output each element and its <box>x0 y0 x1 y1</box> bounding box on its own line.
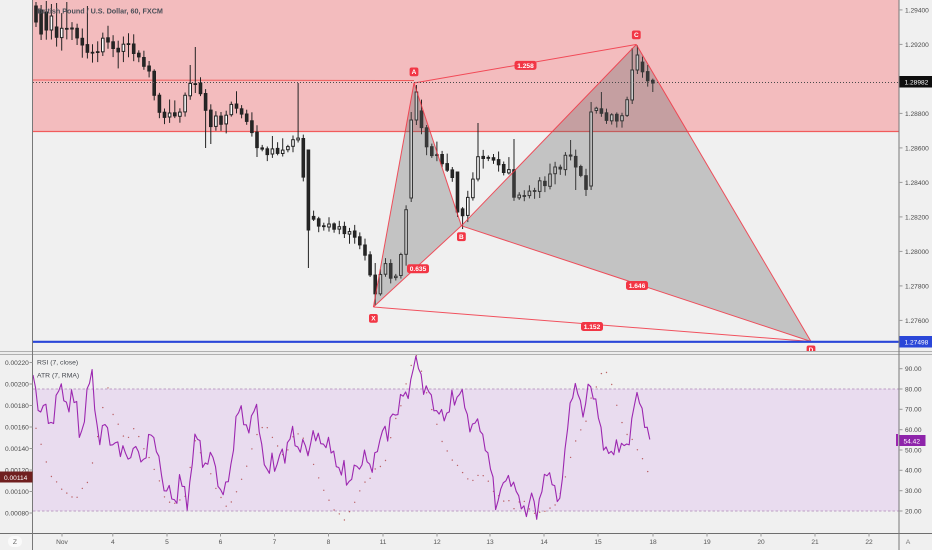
svg-text:RSI (7, close): RSI (7, close) <box>37 360 78 367</box>
svg-text:ATR (7, RMA): ATR (7, RMA) <box>37 373 79 380</box>
svg-text:1.646: 1.646 <box>629 283 646 290</box>
svg-text:British Pound / U.S. Dollar, 6: British Pound / U.S. Dollar, 60, FXCM <box>38 7 163 16</box>
svg-text:1.28400: 1.28400 <box>905 180 929 187</box>
svg-text:20.00: 20.00 <box>905 508 922 515</box>
svg-text:Nov: Nov <box>56 539 68 546</box>
svg-text:60.00: 60.00 <box>905 427 922 434</box>
svg-text:A: A <box>412 69 417 76</box>
svg-text:0.00120: 0.00120 <box>5 467 29 474</box>
svg-text:6: 6 <box>219 539 223 546</box>
svg-text:7: 7 <box>273 539 277 546</box>
svg-text:Z: Z <box>13 539 17 546</box>
svg-text:22: 22 <box>865 539 873 546</box>
svg-text:50.00: 50.00 <box>905 447 922 454</box>
svg-text:30.00: 30.00 <box>905 488 922 495</box>
svg-text:C: C <box>634 32 639 39</box>
svg-text:80.00: 80.00 <box>905 386 922 393</box>
svg-text:1.258: 1.258 <box>517 63 534 70</box>
svg-text:X: X <box>371 316 376 323</box>
svg-text:0.00114: 0.00114 <box>4 475 28 482</box>
svg-text:0.00100: 0.00100 <box>5 489 29 496</box>
svg-text:0.00180: 0.00180 <box>5 403 29 410</box>
svg-text:70.00: 70.00 <box>905 407 922 414</box>
svg-text:12: 12 <box>433 539 441 546</box>
svg-text:20: 20 <box>757 539 765 546</box>
svg-text:1.27800: 1.27800 <box>905 283 929 290</box>
svg-text:1.29400: 1.29400 <box>905 7 929 14</box>
svg-text:40.00: 40.00 <box>905 468 922 475</box>
svg-text:1.28982: 1.28982 <box>905 80 929 87</box>
svg-text:D: D <box>809 347 814 354</box>
svg-text:1.27600: 1.27600 <box>905 318 929 325</box>
svg-text:19: 19 <box>703 539 711 546</box>
svg-text:1.28800: 1.28800 <box>905 111 929 118</box>
svg-text:B: B <box>459 234 464 241</box>
svg-text:1.28200: 1.28200 <box>905 214 929 221</box>
svg-text:0.00220: 0.00220 <box>5 360 29 367</box>
svg-text:8: 8 <box>327 539 331 546</box>
svg-text:0.635: 0.635 <box>410 266 427 273</box>
svg-text:0.00140: 0.00140 <box>5 446 29 453</box>
svg-text:1.27498: 1.27498 <box>905 340 929 347</box>
svg-text:1.29200: 1.29200 <box>905 42 929 49</box>
svg-text:13: 13 <box>486 539 494 546</box>
svg-text:54.42: 54.42 <box>904 438 921 445</box>
svg-text:14: 14 <box>540 539 548 546</box>
svg-text:5: 5 <box>165 539 169 546</box>
svg-text:1.28600: 1.28600 <box>905 145 929 152</box>
svg-text:4: 4 <box>111 539 115 546</box>
svg-text:11: 11 <box>380 539 387 546</box>
svg-text:1.152: 1.152 <box>584 324 601 331</box>
svg-text:1.28000: 1.28000 <box>905 249 929 256</box>
svg-text:18: 18 <box>649 539 657 546</box>
svg-text:0.00200: 0.00200 <box>5 381 29 388</box>
svg-text:A: A <box>906 539 911 546</box>
svg-text:0.00080: 0.00080 <box>5 510 29 517</box>
svg-text:90.00: 90.00 <box>905 366 922 373</box>
svg-text:15: 15 <box>594 539 602 546</box>
svg-text:0.00160: 0.00160 <box>5 424 29 431</box>
svg-text:21: 21 <box>811 539 819 546</box>
